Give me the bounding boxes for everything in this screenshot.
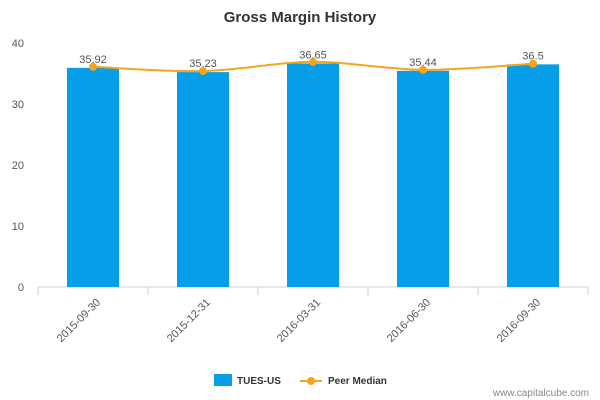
x-tick-label: 2016-03-31 [275, 297, 323, 345]
bar-series [67, 63, 559, 288]
x-tick-label: 2015-09-30 [55, 297, 103, 345]
y-tick-label: 30 [12, 99, 24, 111]
y-tick-label: 20 [12, 160, 24, 172]
legend-item-tues-us[interactable]: TUES-US [214, 374, 281, 387]
bar-2016-09-30[interactable] [507, 64, 559, 287]
legend: TUES-US Peer Median [214, 374, 387, 387]
watermark: www.capitalcube.com [492, 388, 589, 399]
data-label: 35.92 [79, 54, 107, 66]
bar-2016-06-30[interactable] [397, 70, 449, 287]
y-axis: 0 10 20 30 40 [12, 38, 24, 294]
bar-2016-03-31[interactable] [287, 63, 339, 288]
legend-label-peer-median: Peer Median [328, 376, 387, 387]
legend-label-tues-us: TUES-US [237, 376, 281, 387]
data-label: 35.44 [409, 57, 437, 69]
x-tick-label: 2016-06-30 [385, 297, 433, 345]
legend-item-peer-median[interactable]: Peer Median [300, 376, 387, 387]
bar-2015-12-31[interactable] [177, 72, 229, 287]
data-label: 36.65 [299, 49, 327, 61]
x-axis-ticks [37, 287, 589, 295]
chart-title: Gross Margin History [224, 9, 377, 26]
data-label: 36.5 [522, 50, 543, 62]
bar-2015-09-30[interactable] [67, 67, 119, 287]
peer-median-point-2016-06-30[interactable] [419, 65, 427, 74]
legend-swatch-bar [214, 374, 232, 386]
data-label: 35.23 [189, 58, 217, 70]
peer-median-point-2015-09-30[interactable] [89, 62, 97, 71]
peer-median-point-2015-12-31[interactable] [199, 67, 207, 76]
legend-swatch-marker [307, 377, 315, 385]
x-tick-label: 2015-12-31 [165, 297, 213, 345]
peer-median-point-2016-09-30[interactable] [529, 59, 537, 68]
data-labels: 35.92 35.23 36.65 35.44 36.5 [79, 49, 543, 70]
y-tick-label: 0 [18, 282, 24, 294]
x-axis-labels: 2015-09-30 2015-12-31 2016-03-31 2016-06-30… [55, 297, 543, 345]
y-tick-label: 40 [12, 38, 24, 50]
y-tick-label: 10 [12, 221, 24, 233]
x-tick-label: 2016-09-30 [495, 297, 543, 345]
peer-median-point-2016-03-31[interactable] [309, 57, 317, 66]
line-series [89, 57, 537, 76]
